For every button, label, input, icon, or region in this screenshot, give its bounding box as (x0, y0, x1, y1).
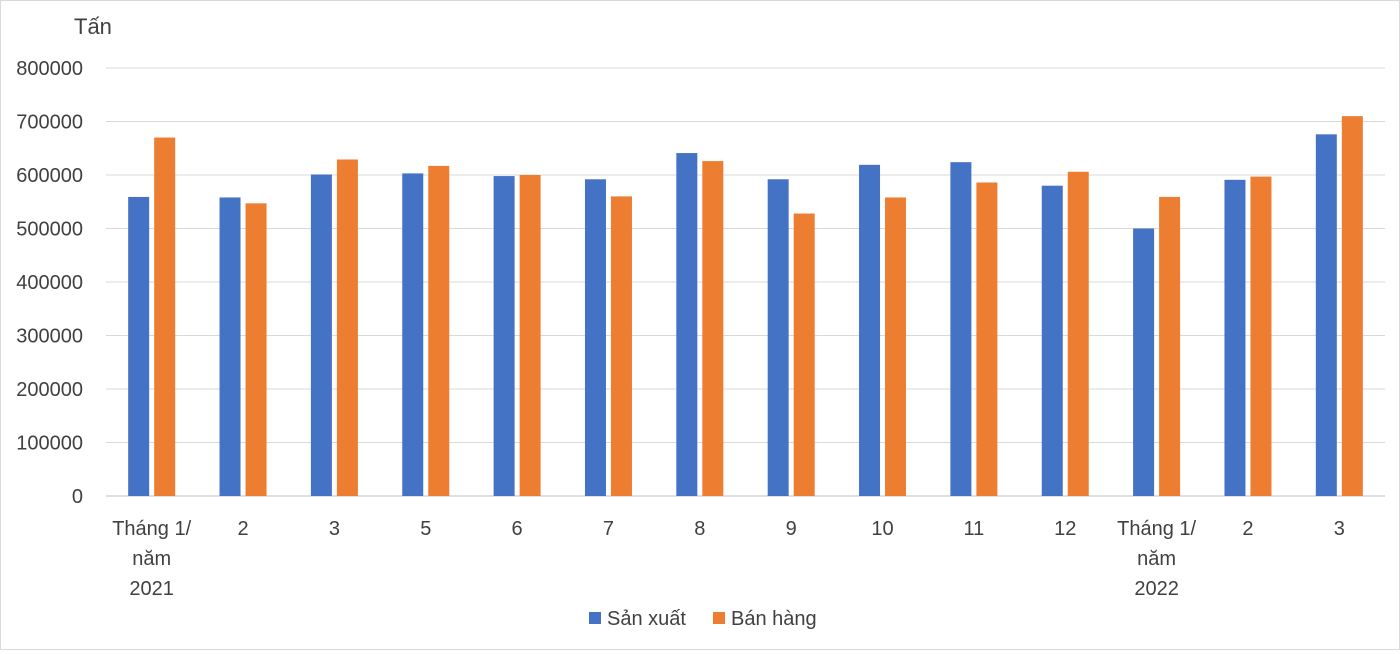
bar-ban-hang (1250, 176, 1272, 497)
y-axis-ticks: 0 100000 200000 300000 400000 500000 600000 700… (16, 58, 83, 508)
bar-ban-hang (336, 159, 358, 497)
bar-ban-hang (154, 137, 176, 497)
bar-san-xuat (219, 197, 241, 496)
y-tick-label: 500000 (16, 219, 83, 241)
y-tick-label: 700000 (16, 112, 83, 134)
legend: Sản xuất Bán hàng (589, 608, 817, 630)
bar-san-xuat (1224, 179, 1246, 496)
y-tick-label: 400000 (16, 272, 83, 294)
legend-swatch-san-xuat (589, 612, 601, 624)
gridlines (106, 67, 1385, 497)
bar-san-xuat (493, 176, 515, 496)
x-tick-label: năm (1137, 548, 1176, 570)
y-axis-unit-label: Tấn (74, 14, 112, 39)
bar-ban-hang (1341, 116, 1363, 497)
x-tick-label: 6 (512, 518, 523, 540)
y-tick-label: 600000 (16, 165, 83, 187)
y-tick-label: 100000 (16, 433, 83, 455)
x-tick-label: Tháng 1/ (112, 518, 191, 540)
x-tick-label: Tháng 1/ (1117, 518, 1196, 540)
bar-san-xuat (1315, 134, 1337, 496)
bar-san-xuat (676, 153, 698, 496)
bar-ban-hang (885, 197, 907, 496)
legend-label-san-xuat: Sản xuất (607, 608, 686, 630)
x-tick-label: 11 (964, 518, 985, 540)
bar-ban-hang (428, 165, 450, 496)
bars (128, 116, 1363, 497)
legend-label-ban-hang: Bán hàng (731, 608, 817, 630)
y-tick-label: 200000 (16, 379, 83, 401)
bar-san-xuat (310, 174, 332, 496)
bar-san-xuat (767, 179, 789, 496)
x-tick-label: 5 (420, 518, 431, 540)
x-tick-label: 7 (603, 518, 614, 540)
bar-ban-hang (976, 182, 998, 497)
x-tick-label: 2022 (1134, 578, 1179, 600)
x-tick-label: 2 (237, 518, 248, 540)
legend-swatch-ban-hang (713, 612, 725, 624)
x-tick-label: 9 (786, 518, 797, 540)
bar-ban-hang (793, 213, 815, 496)
y-tick-label: 800000 (16, 58, 83, 80)
bar-ban-hang (610, 196, 632, 496)
bar-san-xuat (128, 196, 150, 496)
bar-san-xuat (1133, 228, 1155, 496)
x-tick-label: 8 (694, 518, 705, 540)
x-tick-label: 2 (1242, 518, 1253, 540)
bar-ban-hang (702, 161, 724, 496)
x-tick-label: năm (132, 548, 171, 570)
x-tick-label: 3 (1334, 518, 1345, 540)
x-axis-ticks: Tháng 1/năm 2021 2 3 5 6 7 8 9 10 11 12 Tháng 1/năm 2… (112, 518, 1345, 600)
bar-san-xuat (1041, 185, 1063, 496)
y-tick-label: 300000 (16, 326, 83, 348)
x-tick-label: 2021 (129, 578, 174, 600)
x-tick-label: 12 (1054, 518, 1076, 540)
x-tick-label: 3 (329, 518, 340, 540)
bar-ban-hang (1159, 196, 1181, 496)
bar-ban-hang (1067, 171, 1089, 497)
y-tick-label: 0 (72, 486, 83, 508)
bar-san-xuat (859, 164, 881, 496)
bar-san-xuat (402, 173, 424, 496)
bar-ban-hang (519, 175, 541, 496)
bar-san-xuat (950, 162, 972, 496)
bar-san-xuat (584, 179, 606, 496)
x-tick-label: 10 (871, 518, 893, 540)
bar-ban-hang (245, 203, 267, 497)
